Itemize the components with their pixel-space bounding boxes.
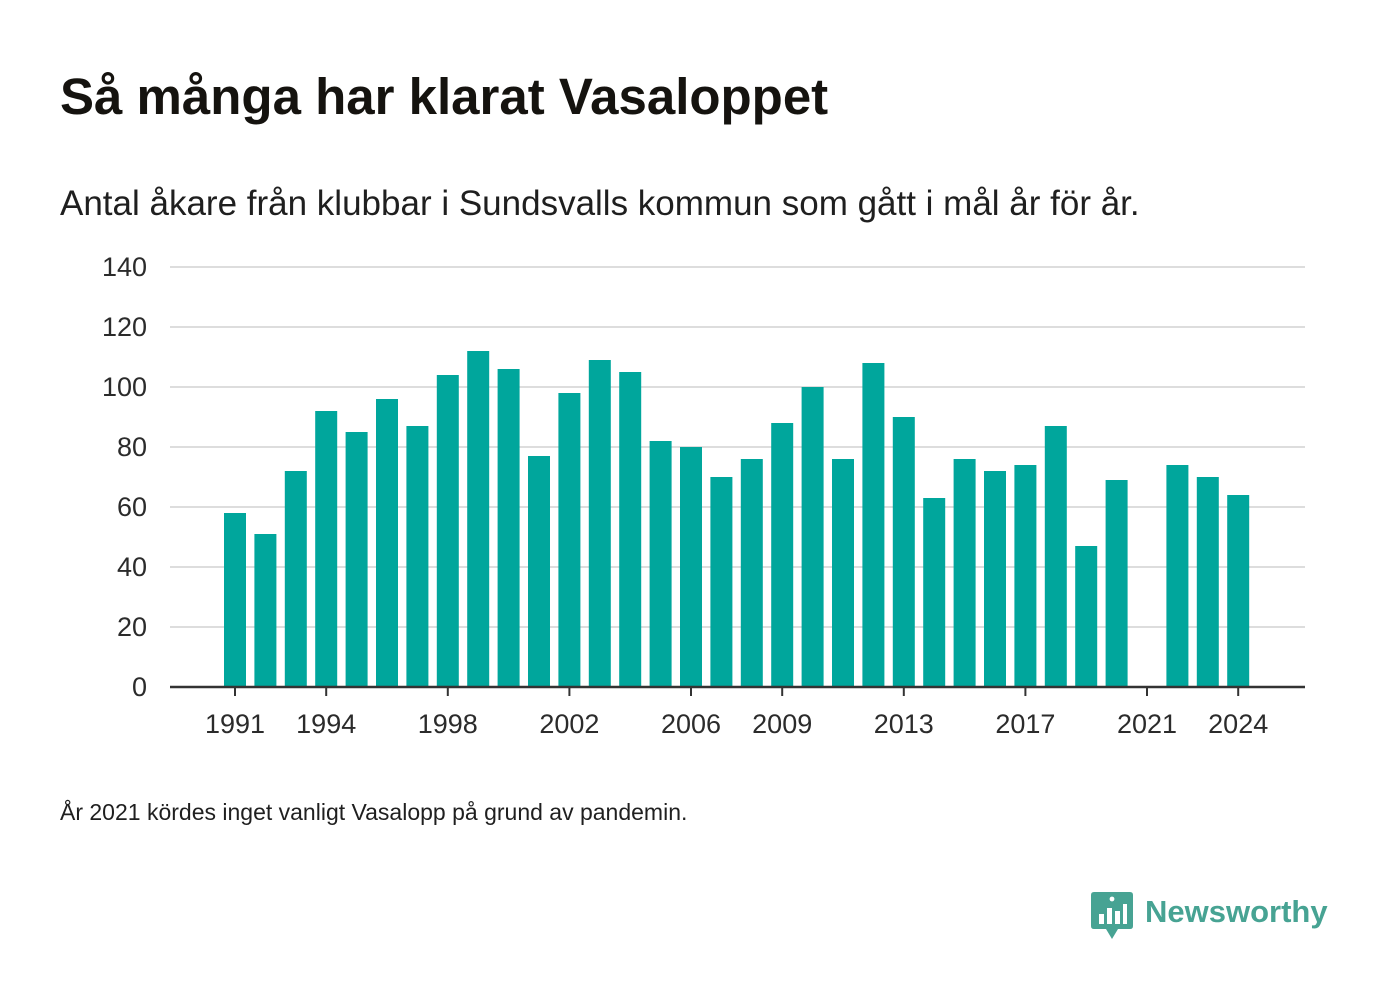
bar [892,417,915,687]
footnote: År 2021 kördes inget vanligt Vasalopp på… [60,799,688,825]
bar [558,393,581,687]
bar [436,375,459,687]
bar [406,426,429,687]
bar [710,477,733,687]
y-tick-label: 40 [117,552,147,582]
y-tick-label: 60 [117,492,147,522]
bar [254,534,277,687]
x-tick-label: 1994 [296,709,356,739]
bar [832,459,854,687]
bar [1075,546,1098,687]
brand-name: Newsworthy [1145,894,1328,929]
bar [984,471,1006,687]
bar [224,513,246,687]
y-tick-label: 80 [117,432,147,462]
bar [315,411,338,687]
x-tick-label: 2013 [874,709,934,739]
bar [1014,465,1037,687]
bar [801,387,824,687]
y-tick-label: 0 [132,672,147,702]
chart-title: Så många har klarat Vasaloppet [60,68,829,125]
bar [467,351,490,687]
gridlines [170,266,1305,628]
bar [862,363,885,687]
x-tick-label: 2009 [752,709,812,739]
bar [771,423,794,687]
bar [1196,477,1219,687]
bar [619,372,642,687]
brand-logo[interactable]: Newsworthy [1091,890,1328,942]
x-tick-label: 2006 [661,709,721,739]
bar [497,369,520,687]
bars [224,351,1250,687]
bar [1105,480,1128,687]
bar [1166,465,1189,687]
bar [649,441,672,687]
bar [284,471,307,687]
bar [588,360,611,687]
x-tick-label: 1998 [418,709,478,739]
y-tick-label: 100 [102,372,147,402]
y-tick-label: 140 [102,252,147,282]
bar [1227,495,1250,687]
bar [740,459,763,687]
bar [1044,426,1067,687]
bar [345,432,368,687]
y-tick-labels: 0 20 40 60 80 100 120 140 [102,252,147,702]
newsworthy-logo-icon [1091,892,1133,939]
x-tick-label: 2002 [539,709,599,739]
x-tick-label: 2021 [1117,709,1177,739]
x-tick-label: 1991 [205,709,265,739]
bar [376,399,398,687]
y-tick-label: 20 [117,612,147,642]
bar [953,459,976,687]
bar [680,447,702,687]
y-tick-label: 120 [102,312,147,342]
chart-subtitle: Antal åkare från klubbar i Sundsvalls ko… [60,184,1140,223]
bar [528,456,550,687]
x-tick-labels: 1991 1994 1998 2002 2006 2009 2013 2017 2021 2024 [205,709,1268,739]
bar [923,498,946,687]
x-tick-label: 2017 [995,709,1055,739]
x-axis [170,685,1305,696]
x-tick-label: 2024 [1208,709,1268,739]
